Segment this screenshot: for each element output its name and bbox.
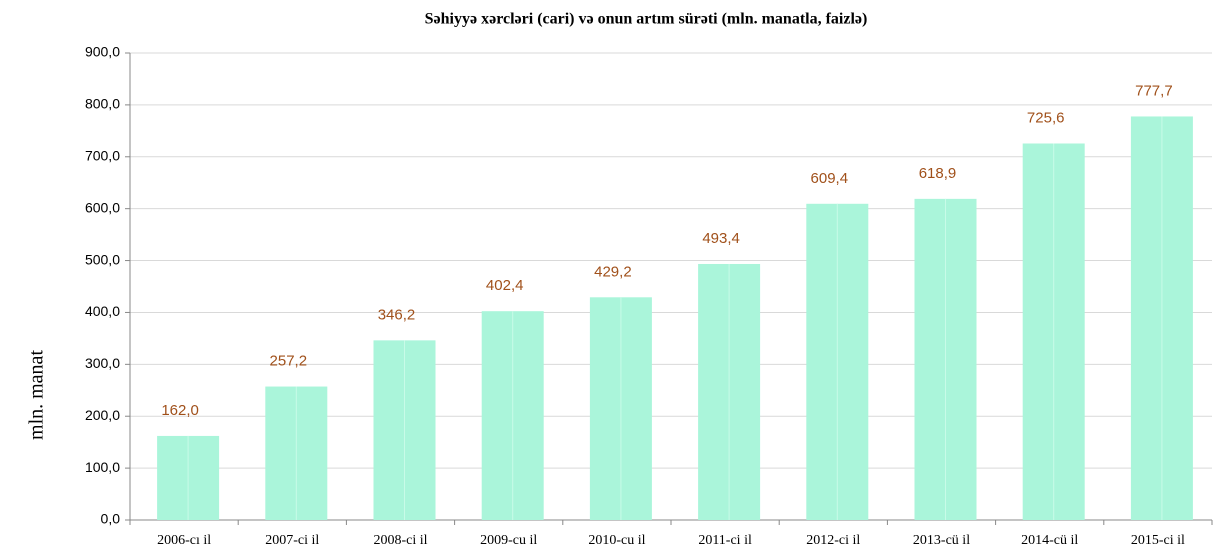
value-label: 346,2 bbox=[378, 306, 416, 323]
x-tick-label: 2006-cı il bbox=[157, 533, 211, 548]
x-tick-label: 2013-cü il bbox=[913, 533, 970, 548]
value-label: 725,6 bbox=[1027, 109, 1065, 126]
x-tick-label: 2008-ci il bbox=[373, 533, 427, 548]
value-label: 402,4 bbox=[486, 277, 524, 294]
x-tick-label: 2011-ci il bbox=[698, 533, 752, 548]
x-tick-label: 2015-ci il bbox=[1131, 533, 1185, 548]
value-label: 609,4 bbox=[811, 170, 849, 187]
x-tick-label: 2010-cu il bbox=[588, 533, 645, 548]
value-label: 777,7 bbox=[1135, 82, 1173, 99]
y-tick-label: 100,0 bbox=[85, 459, 120, 475]
y-tick-label: 800,0 bbox=[85, 96, 120, 112]
y-tick-label: 0,0 bbox=[101, 511, 121, 527]
y-tick-label: 300,0 bbox=[85, 355, 120, 371]
x-tick-label: 2007-ci il bbox=[265, 533, 319, 548]
value-label: 618,9 bbox=[919, 165, 957, 182]
value-label: 162,0 bbox=[161, 402, 199, 419]
y-axis-label: mln. manat bbox=[26, 350, 48, 440]
y-tick-label: 400,0 bbox=[85, 303, 120, 319]
x-tick-label: 2014-cü il bbox=[1021, 533, 1078, 548]
value-label: 257,2 bbox=[270, 353, 308, 370]
y-tick-label: 200,0 bbox=[85, 407, 120, 423]
value-label: 493,4 bbox=[702, 230, 740, 247]
y-tick-label: 700,0 bbox=[85, 147, 120, 163]
x-tick-label: 2012-ci il bbox=[806, 533, 860, 548]
x-tick-label: 2009-cu il bbox=[480, 533, 537, 548]
value-label: 429,2 bbox=[594, 263, 632, 280]
chart-title: Səhiyyə xərcləri (cari) və onun artım sü… bbox=[425, 11, 868, 28]
y-tick-label: 900,0 bbox=[85, 44, 120, 60]
y-tick-label: 600,0 bbox=[85, 199, 120, 215]
y-tick-label: 500,0 bbox=[85, 251, 120, 267]
